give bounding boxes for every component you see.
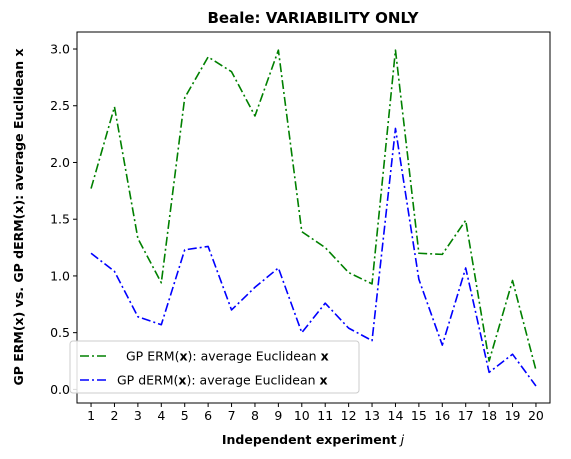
- x-axis-ticks: 1 2 3 4 5 6 7 8 9 10 11 12 13 14 15 16 17 18 19 20: [87, 403, 544, 423]
- x-tick-label: 4: [157, 408, 165, 423]
- y-tick-label: 2.0: [50, 155, 70, 170]
- x-tick-label: 8: [251, 408, 259, 423]
- y-tick-label: 0.0: [50, 382, 70, 397]
- legend-label-2: GP dERM(x): average Euclidean x: [117, 373, 328, 388]
- legend-frame: [69, 340, 360, 394]
- x-tick-label: 20: [528, 408, 544, 423]
- x-tick-label: 16: [434, 408, 450, 423]
- x-tick-label: 12: [341, 408, 357, 423]
- x-tick-label: 1: [87, 408, 95, 423]
- x-tick-label: 18: [481, 408, 497, 423]
- x-tick-label: 10: [294, 408, 310, 423]
- x-tick-label: 13: [364, 408, 380, 423]
- series-layer: [90, 49, 537, 387]
- legend-label-1: GP ERM(x): average Euclidean x: [126, 349, 329, 364]
- plot-area-frame: [76, 31, 551, 404]
- x-tick-label: 7: [228, 408, 236, 423]
- y-tick-label: 1.0: [50, 268, 70, 283]
- x-tick-label: 6: [204, 408, 212, 423]
- y-tick-label: 2.5: [50, 98, 70, 113]
- y-axis-label: GP ERM(x) vs. GP dERM(x): average Euclid…: [11, 48, 26, 385]
- chart-title: Beale: VARIABILITY ONLY: [207, 9, 419, 27]
- x-axis-label: Independent experiment j: [222, 432, 405, 447]
- x-tick-label: 19: [505, 408, 521, 423]
- x-tick-label: 17: [458, 408, 474, 423]
- x-tick-label: 5: [181, 408, 189, 423]
- x-axis-label-variable: j: [399, 432, 405, 447]
- x-tick-label: 9: [274, 408, 282, 423]
- y-tick-label: 1.5: [50, 212, 70, 227]
- x-axis-label-text: Independent experiment: [222, 432, 397, 447]
- x-tick-label: 14: [388, 408, 404, 423]
- x-tick-label: 3: [134, 408, 142, 423]
- series-line-1: [90, 49, 537, 371]
- legend: GP ERM(x): average Euclidean x GP dERM(x)…: [69, 340, 360, 394]
- series-line-2: [90, 127, 537, 387]
- y-tick-label: 3.0: [50, 42, 70, 57]
- x-tick-label: 2: [110, 408, 118, 423]
- x-tick-label: 15: [411, 408, 427, 423]
- x-tick-label: 11: [317, 408, 333, 423]
- y-tick-label: 0.5: [50, 325, 70, 340]
- y-axis-ticks: 0.0 0.5 1.0 1.5 2.0 2.5 3.0: [50, 42, 77, 397]
